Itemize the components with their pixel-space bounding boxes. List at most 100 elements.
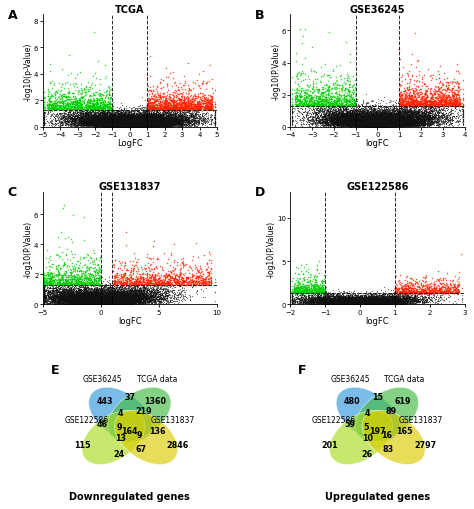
- Point: [125, 107, 133, 115]
- Point: [146, 290, 154, 298]
- Point: [157, 281, 165, 289]
- Point: [75, 100, 83, 108]
- Point: [176, 120, 183, 128]
- Point: [374, 296, 382, 304]
- Point: [430, 102, 438, 110]
- Point: [178, 279, 185, 288]
- Point: [86, 297, 94, 305]
- Point: [165, 116, 173, 124]
- Point: [137, 109, 145, 118]
- Point: [90, 299, 98, 307]
- Point: [144, 99, 152, 107]
- Point: [171, 276, 178, 284]
- Point: [364, 117, 371, 125]
- Point: [348, 123, 356, 131]
- Point: [132, 115, 139, 123]
- Point: [400, 296, 407, 304]
- Point: [103, 111, 111, 120]
- Point: [309, 298, 317, 306]
- Point: [361, 122, 369, 130]
- Point: [126, 123, 133, 131]
- Point: [122, 298, 129, 306]
- Point: [84, 296, 92, 304]
- Point: [397, 102, 405, 110]
- Point: [117, 289, 125, 297]
- Point: [398, 72, 406, 80]
- Point: [40, 297, 47, 305]
- Point: [399, 114, 407, 122]
- Point: [383, 119, 390, 127]
- Point: [318, 119, 326, 127]
- Point: [395, 115, 402, 123]
- Point: [414, 115, 422, 123]
- Point: [84, 118, 92, 126]
- Point: [133, 296, 141, 304]
- Point: [288, 296, 295, 304]
- Point: [100, 293, 108, 301]
- Point: [370, 121, 377, 129]
- Point: [141, 122, 149, 130]
- Point: [340, 106, 348, 115]
- Point: [122, 116, 130, 124]
- Point: [199, 281, 207, 289]
- Point: [299, 277, 306, 286]
- Point: [116, 122, 123, 130]
- Point: [412, 115, 420, 123]
- Point: [136, 123, 143, 131]
- Point: [386, 111, 393, 119]
- Point: [393, 117, 401, 125]
- Point: [133, 120, 140, 128]
- Point: [363, 123, 370, 131]
- Point: [387, 113, 395, 121]
- Point: [368, 119, 375, 127]
- Point: [40, 281, 47, 289]
- Point: [122, 123, 129, 131]
- Point: [104, 116, 112, 124]
- Point: [349, 299, 357, 307]
- Point: [385, 111, 392, 119]
- Point: [339, 123, 347, 131]
- Point: [368, 114, 376, 122]
- Point: [71, 300, 78, 308]
- Point: [400, 122, 408, 130]
- Point: [365, 116, 372, 124]
- Point: [336, 120, 344, 128]
- Point: [78, 294, 86, 302]
- Point: [145, 297, 153, 305]
- Point: [104, 300, 111, 308]
- Point: [327, 298, 334, 306]
- Point: [395, 119, 403, 127]
- Point: [153, 105, 160, 114]
- Point: [106, 122, 114, 130]
- Point: [135, 107, 143, 116]
- Point: [79, 299, 86, 307]
- Point: [355, 118, 362, 126]
- Point: [132, 121, 139, 129]
- Point: [338, 119, 346, 127]
- Point: [375, 294, 383, 302]
- Point: [404, 123, 412, 131]
- Point: [392, 123, 400, 131]
- Point: [397, 295, 404, 303]
- Point: [187, 98, 195, 106]
- Point: [99, 299, 107, 307]
- Point: [330, 98, 338, 106]
- Point: [105, 288, 113, 296]
- Point: [133, 297, 141, 305]
- Point: [317, 101, 325, 109]
- Point: [393, 119, 401, 127]
- Point: [131, 115, 139, 123]
- Point: [148, 119, 155, 127]
- Point: [418, 120, 425, 128]
- Point: [132, 121, 140, 129]
- Point: [353, 293, 361, 301]
- Point: [137, 113, 144, 121]
- Point: [352, 120, 360, 128]
- Point: [325, 122, 333, 130]
- Point: [121, 291, 129, 299]
- Point: [115, 121, 122, 129]
- Point: [389, 118, 397, 126]
- Point: [334, 117, 342, 125]
- Point: [72, 110, 79, 118]
- Point: [339, 108, 347, 116]
